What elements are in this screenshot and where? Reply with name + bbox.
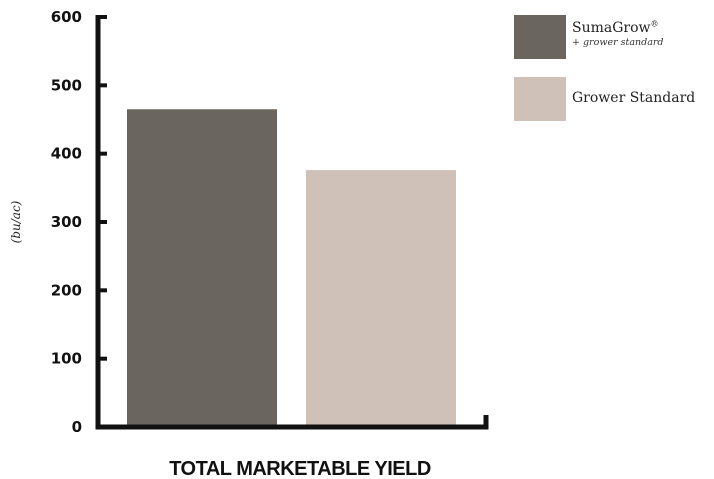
- legend-item-sumagrow: SumaGrow® + grower standard: [514, 15, 714, 59]
- y-axis-label: (bu/ac): [9, 200, 23, 243]
- legend-swatch-grower-standard: [514, 77, 566, 121]
- legend-label-main: Grower Standard: [572, 90, 696, 106]
- bar-grower-standard: [306, 170, 456, 428]
- legend-item-grower-standard: Grower Standard: [514, 77, 714, 121]
- bars: [127, 109, 456, 428]
- x-category-label: TOTAL MARKETABLE YIELD: [169, 458, 431, 479]
- y-tick-label: 300: [51, 213, 82, 231]
- legend-swatch-sumagrow: [514, 15, 566, 59]
- y-tick-label: 400: [51, 145, 82, 163]
- y-tick-label: 500: [51, 76, 82, 94]
- registered-mark: ®: [650, 19, 659, 29]
- y-tick-label: 100: [51, 350, 82, 368]
- y-tick-label: 600: [51, 8, 82, 26]
- y-tick-label: 0: [72, 418, 82, 436]
- legend-label-sub: + grower standard: [572, 37, 664, 48]
- legend-label-sumagrow: SumaGrow® + grower standard: [572, 20, 663, 48]
- legend-label-grower-standard: Grower Standard: [572, 90, 695, 106]
- legend-label-main: SumaGrow: [572, 20, 651, 36]
- bar-sumagrow: [127, 109, 277, 427]
- legend: SumaGrow® + grower standard Grower Stand…: [514, 15, 714, 139]
- y-tick-label: 200: [51, 281, 82, 299]
